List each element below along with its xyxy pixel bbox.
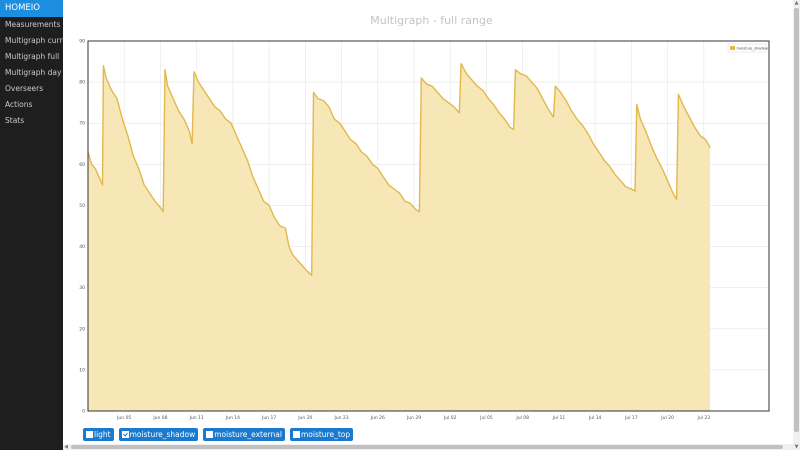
nav-item-multigraph-full[interactable]: Multigraph full: [5, 52, 60, 61]
y-tick-label: 50: [79, 203, 85, 209]
page-title: Multigraph - full range: [370, 14, 493, 27]
x-tick-label: Jul 08: [515, 415, 529, 421]
y-tick-label: 10: [79, 367, 85, 373]
y-tick-label: 90: [79, 39, 85, 45]
x-tick-label: Jun 17: [261, 415, 276, 421]
x-tick-label: Jun 23: [333, 415, 348, 421]
checkbox-icon[interactable]: [86, 431, 93, 438]
y-tick-label: 70: [79, 121, 85, 127]
plot-frame: [87, 40, 770, 412]
toggle-light-button[interactable]: light: [83, 428, 114, 441]
x-tick-label: Jun 29: [406, 415, 421, 421]
nav-item-actions[interactable]: Actions: [5, 100, 33, 109]
x-tick-label: Jul 17: [624, 415, 638, 421]
chart: 0 10 20 30 40 50 60 70 80 90 Jun 05 Jun 08 Jun 11 Jun…: [79, 39, 770, 421]
toggle-label: moisture_external: [214, 430, 282, 439]
x-tick-label: Jul 23: [697, 415, 711, 421]
nav-item-multigraph-current[interactable]: Multigraph current: [5, 36, 63, 45]
horizontal-scrollbar-thumb[interactable]: [71, 445, 783, 449]
main-content: Multigraph - full range 0 10 20 30 40 50 60 70 8…: [63, 0, 800, 450]
toggle-label: moisture_top: [300, 430, 351, 439]
legend-swatch-moisture-shadow: [730, 46, 735, 50]
x-tick-label: Jun 20: [297, 415, 312, 421]
y-tick-label: 20: [79, 326, 85, 332]
scroll-up-icon[interactable]: ▲: [794, 0, 799, 6]
x-tick-label: Jul 02: [443, 415, 457, 421]
x-tick-label: Jun 11: [189, 415, 204, 421]
sidebar: HOMEIO Measurements Multigraph current M…: [0, 0, 63, 450]
vertical-scrollbar-thumb[interactable]: [794, 8, 799, 432]
toggle-label: moisture_shadow: [129, 430, 196, 439]
series-line-moisture-shadow: [87, 62, 711, 276]
scroll-down-icon[interactable]: ▼: [794, 444, 799, 450]
scroll-left-icon[interactable]: ◀: [64, 444, 68, 450]
x-tick-label: Jul 11: [552, 415, 566, 421]
vertical-scrollbar[interactable]: ▲ ▼: [793, 0, 800, 450]
x-tick-label: Jun 08: [152, 415, 167, 421]
toggle-moisture-shadow-button[interactable]: moisture_shadow: [118, 428, 199, 441]
x-tick-label: Jun 14: [225, 415, 240, 421]
x-tick-label: Jul 20: [660, 415, 674, 421]
nav-item-measurements[interactable]: Measurements: [5, 20, 61, 29]
series-toggles: light moisture_shadow moisture_external …: [83, 428, 354, 441]
nav-item-overseers[interactable]: Overseers: [5, 84, 44, 93]
nav-item-stats[interactable]: Stats: [5, 116, 25, 125]
nav-item-multigraph-day[interactable]: Multigraph day: [5, 68, 62, 77]
legend-box: [727, 43, 767, 53]
toggle-moisture-top-button[interactable]: moisture_top: [289, 428, 354, 441]
legend-label-moisture-shadow: moisture_shadow: [737, 47, 768, 51]
toggle-moisture-external-button[interactable]: moisture_external: [203, 428, 285, 441]
checkbox-icon[interactable]: [292, 431, 300, 438]
toggle-label: light: [94, 430, 111, 439]
x-tick-label: Jun 26: [370, 415, 385, 421]
y-tick-label: 0: [82, 409, 85, 415]
y-tick-label: 80: [79, 80, 85, 86]
checkbox-checked-icon[interactable]: [121, 431, 129, 438]
y-tick-label: 40: [79, 244, 85, 250]
horizontal-scrollbar[interactable]: ◀: [63, 444, 793, 450]
checkbox-icon[interactable]: [206, 431, 214, 438]
y-tick-label: 60: [79, 162, 85, 168]
series-area-moisture-shadow: [88, 63, 711, 411]
y-tick-label: 30: [79, 285, 85, 291]
brand-logo[interactable]: HOMEIO: [0, 0, 63, 17]
x-tick-label: Jul 05: [479, 415, 493, 421]
x-tick-label: Jul 14: [588, 415, 602, 421]
x-tick-label: Jun 05: [116, 415, 131, 421]
